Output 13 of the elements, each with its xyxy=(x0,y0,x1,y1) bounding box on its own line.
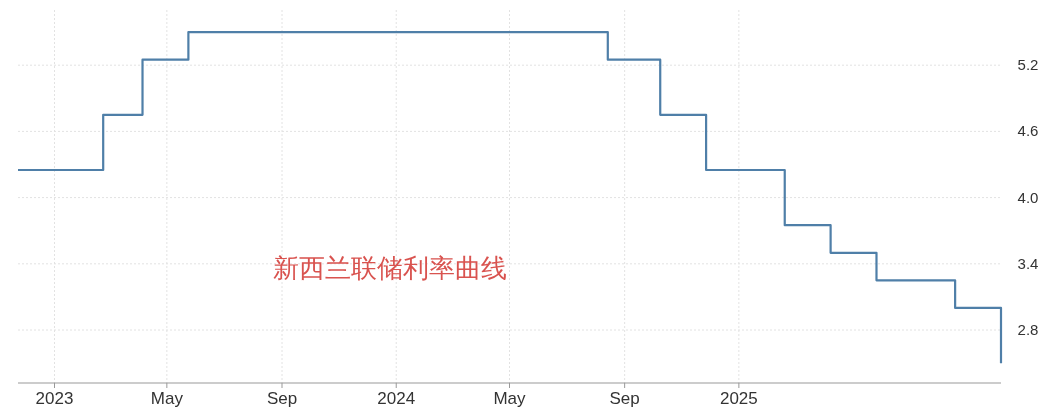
x-tick-label: Sep xyxy=(609,389,640,408)
y-tick-label: 3.4 xyxy=(1017,254,1039,272)
text: 新西兰联储利率曲线 xyxy=(273,253,507,283)
y-tick-label: 4.6 xyxy=(1017,122,1039,140)
x-tick-label: 2024 xyxy=(377,389,416,408)
x-tick-label: May xyxy=(493,389,527,408)
x-tick-label: Sep xyxy=(266,389,298,408)
x-tick-label: 2025 xyxy=(719,389,758,408)
x-tick-label: 2023 xyxy=(35,389,74,408)
y-tick-label: 5.2 xyxy=(1017,56,1039,74)
y-tick-label: 4.0 xyxy=(1017,188,1039,206)
y-tick-label: 2.8 xyxy=(1017,321,1039,339)
x-tick-label: May xyxy=(150,389,184,408)
